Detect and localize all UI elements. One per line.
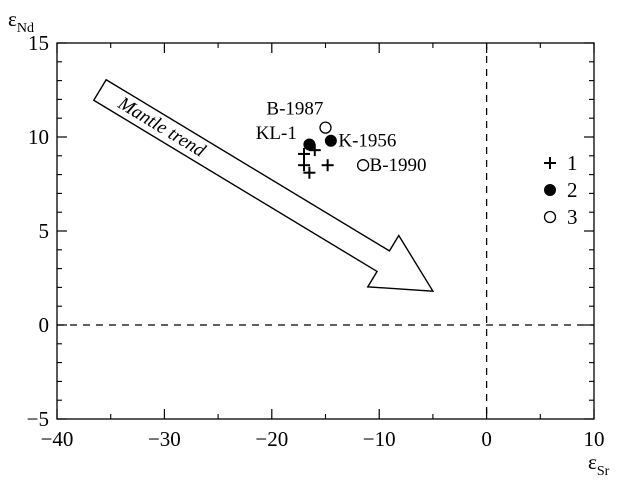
x-tick-label: 0 [481,427,492,451]
series-3-point [319,121,332,134]
arrow-shape [92,78,435,292]
legend-label: 1 [567,151,578,175]
legend-symbol-3 [543,210,557,224]
series-1-point [298,159,311,172]
point-labels: B-1987 KL-1 K-1956 B-1990 [256,98,427,175]
series-2-point [303,138,316,151]
y-tick-label: −5 [27,407,49,431]
plot-frame [56,42,595,420]
point-label: B-1990 [370,155,427,176]
mantle-trend-arrow: Mantle trend [92,78,435,292]
ticks-layer: −40 −30 −20 −10 0 10 −5 0 5 10 15 [27,31,605,451]
y-tick-label: 15 [28,31,49,55]
reference-lines [57,43,594,419]
y-axis-label: εNd [8,7,34,36]
point-label: K-1956 [338,130,396,151]
legend-label: 3 [567,205,578,229]
series-1-point [321,159,334,172]
series-3-point [356,159,370,172]
x-tick-label: −40 [41,427,74,451]
x-tick-label: 10 [584,427,605,451]
series-1-point [298,147,311,160]
legend-label: 2 [567,178,578,202]
y-tick-label: 10 [28,125,49,149]
legend-symbol-1 [544,157,556,169]
legend-symbol-2 [544,184,556,196]
series-2-point [324,134,337,147]
series-1-point [303,166,316,179]
point-label: B-1987 [266,98,323,119]
y-tick-label: 5 [39,219,50,243]
x-tick-label: −20 [255,427,288,451]
data-points [298,121,370,179]
x-axis-label: εSr [588,450,610,479]
point-label: KL-1 [256,123,297,144]
x-tick-label: −10 [363,427,396,451]
legend: 1 2 3 [543,151,578,229]
x-tick-label: −30 [148,427,181,451]
arrow-label: Mantle trend [113,92,209,161]
y-tick-label: 0 [39,313,50,337]
